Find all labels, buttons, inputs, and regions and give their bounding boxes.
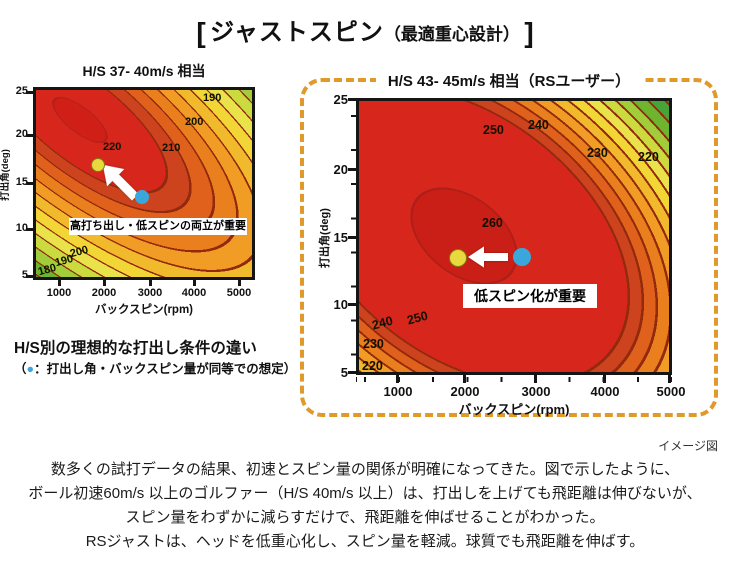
image-note: イメージ図 (658, 439, 718, 453)
y-tick (348, 236, 356, 239)
x-tick-label: 2000 (450, 384, 480, 399)
title-sub: （最適重心設計） (383, 25, 520, 44)
x-tick (58, 280, 61, 286)
x-tick (103, 280, 106, 286)
x-tick-label: 3000 (521, 384, 551, 399)
right-contour-field (359, 101, 669, 372)
contour-label: 220 (362, 359, 383, 373)
y-tick-label: 25 (15, 85, 28, 97)
x-tick-label: 5000 (226, 287, 252, 299)
title-main: ジャストスピン (210, 19, 384, 46)
ideal-point-dot (91, 158, 105, 172)
left-contour-field (36, 90, 252, 277)
title-bracket-left: [ (196, 17, 206, 48)
contour-label: 210 (162, 142, 181, 154)
y-tick-label: 20 (15, 128, 28, 140)
x-tick-label: 5000 (656, 384, 686, 399)
contour-label: 230 (363, 337, 384, 351)
y-tick-label: 25 (333, 92, 348, 107)
paragraph-line: スピン量をわずかに減らすだけで、飛距離を伸ばせることがわかった。 (125, 509, 605, 526)
x-tick (603, 375, 606, 383)
x-tick-label: 4000 (181, 287, 207, 299)
y-tick (26, 134, 33, 137)
contour-label: 250 (483, 123, 504, 137)
y-tick-label: 15 (15, 176, 28, 188)
right-chart-title-wrap: H/S 43- 45m/s 相当（RSユーザー） (300, 70, 718, 91)
blue-dot-icon: ● (26, 362, 35, 376)
x-tick (534, 375, 537, 383)
y-tick-label: 5 (21, 269, 28, 281)
y-tick (348, 168, 356, 171)
contour-label: 190 (203, 92, 222, 104)
x-tick-label: 4000 (590, 384, 620, 399)
left-caption-title: H/S別の理想的な打出し条件の違い (14, 340, 257, 357)
x-tick (238, 280, 241, 286)
y-tick-label: 5 (340, 365, 348, 380)
caption-paren-open: （ (14, 362, 27, 376)
right-chart-plot: 250 240 230 220 260 250 240 230 220 低スピン… (356, 98, 672, 375)
ideal-point-dot (449, 249, 467, 267)
x-tick (193, 280, 196, 286)
x-tick (396, 375, 399, 383)
left-x-axis-label: バックスピン(rpm) (94, 304, 194, 316)
arrow-left-icon (468, 246, 508, 268)
x-tick-label: 1000 (383, 384, 413, 399)
right-y-axis-label: 打出角(deg) (319, 208, 331, 268)
y-tick-label: 10 (333, 297, 348, 312)
y-tick (26, 182, 33, 185)
title-bracket-right: ] (524, 17, 534, 48)
y-tick (348, 98, 356, 101)
left-y-axis-label: 打出角(deg) (0, 149, 11, 201)
x-tick (463, 375, 466, 383)
x-tick (668, 375, 671, 383)
y-tick-label: 10 (15, 222, 28, 234)
paragraph-line: 数多くの試打データの結果、初速とスピン量の関係が明確になってきた。図で示したよう… (50, 461, 680, 478)
contour-label: 240 (528, 118, 549, 132)
x-tick-label: 1000 (46, 287, 72, 299)
left-annotation: 高打ち出し・低スピンの両立が重要 (69, 218, 247, 235)
y-tick-label: 15 (333, 230, 348, 245)
y-tick (26, 228, 33, 231)
y-tick (26, 91, 33, 94)
x-tick-label: 3000 (137, 287, 163, 299)
arrow-up-left-icon (102, 164, 139, 201)
right-annotation: 低スピン化が重要 (463, 284, 597, 308)
right-chart-title: H/S 43- 45m/s 相当（RSユーザー） (375, 73, 643, 90)
description-paragraph: 数多くの試打データの結果、初速とスピン量の関係が明確になってきた。図で示したよう… (0, 458, 730, 554)
y-tick-label: 20 (333, 162, 348, 177)
paragraph-line: ボール初速60m/s 以上のゴルファー（H/S 40m/s 以上）は、打出しを上… (28, 485, 702, 502)
y-tick (348, 303, 356, 306)
current-point-dot (135, 190, 149, 204)
x-tick-label: 2000 (91, 287, 117, 299)
left-caption-legend: （●：打出し角・バックスピン量が同等での想定） (14, 358, 296, 377)
current-point-dot (513, 248, 531, 266)
y-tick (348, 371, 356, 374)
right-x-axis-label: バックスピン(rpm) (458, 402, 570, 417)
contour-label: 200 (185, 116, 204, 128)
y-tick (26, 275, 33, 278)
contour-label: 220 (103, 141, 122, 153)
x-tick (149, 280, 152, 286)
contour-label: 220 (638, 150, 659, 164)
left-chart-title: H/S 37- 40m/s 相当 (82, 63, 206, 79)
x-minor-ticks (356, 377, 672, 382)
left-chart-plot: 190 200 220 210 200 190 180 高打ち出し・低スピンの両… (33, 87, 255, 280)
caption-legend-text: ：打出し角・バックスピン量が同等での想定） (34, 362, 297, 376)
page-title: [ ジャストスピン（最適重心設計） ] (0, 12, 730, 49)
contour-label: 230 (587, 146, 608, 160)
paragraph-line: RSジャストは、ヘッドを低重心化し、スピン量を軽減。球質でも飛距離を伸ばす。 (85, 533, 645, 550)
contour-label: 260 (482, 216, 503, 230)
